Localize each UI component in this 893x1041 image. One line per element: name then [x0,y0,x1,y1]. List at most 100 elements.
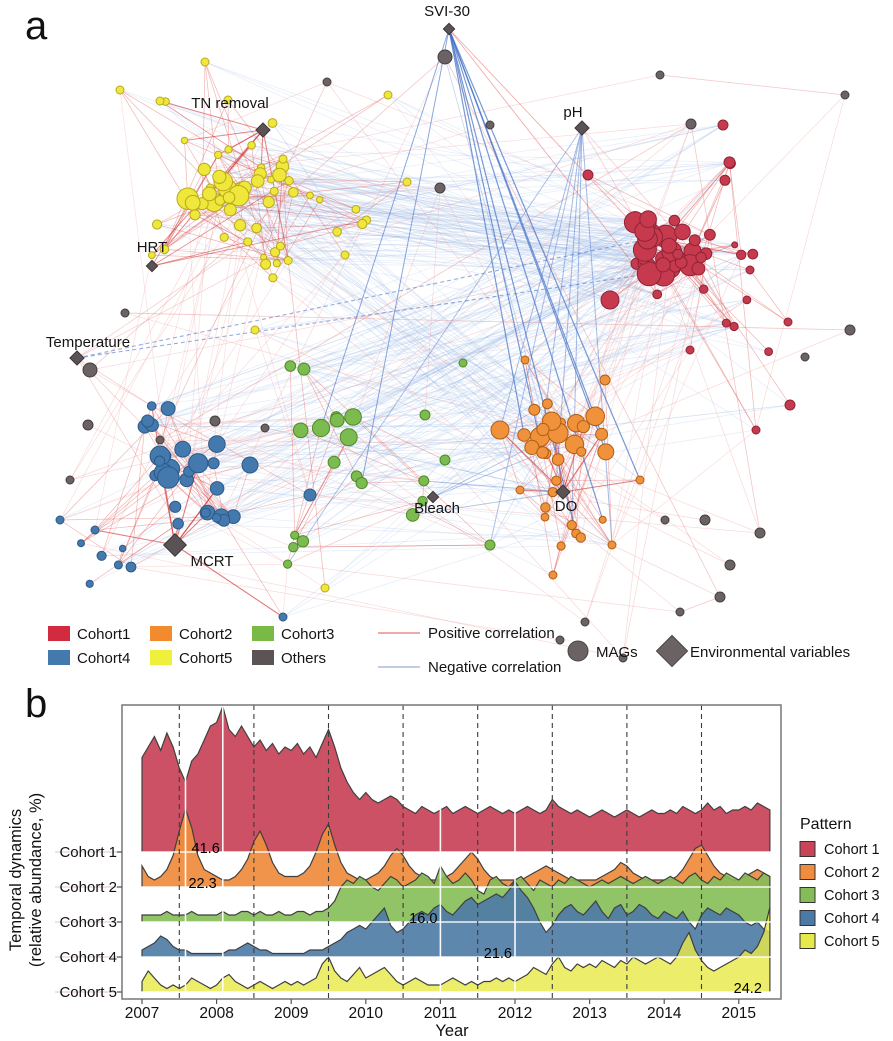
env-correlation-edge [174,463,199,546]
mag-node [340,250,350,260]
network-edge [175,506,288,565]
network-edge [119,89,671,269]
network-edge [337,231,691,266]
network-edge [232,464,251,517]
mag-node [540,512,550,522]
cluster-cohort1-nodes [582,119,796,435]
network-edge [144,425,553,427]
mag-node [329,412,345,428]
network-edge [412,250,693,516]
network-edge [272,122,521,491]
cluster-cohort5-nodes [115,57,412,593]
env-correlation-edge [581,127,636,220]
mag-node [555,635,565,645]
network-edge [729,162,742,255]
mag-node [174,440,192,458]
network-edge [261,167,707,255]
mag-node [297,362,311,376]
network-edge [151,416,337,426]
x-tick-label: 2009 [274,1005,308,1022]
mag-node [458,358,468,368]
mag-node [152,219,163,230]
network-edge [217,154,242,189]
network-edge [213,202,655,239]
mag-node [275,241,285,251]
legend-item-cohort3: Cohort3 [252,626,334,643]
network-edge [303,263,644,370]
env-correlation-edge [581,127,613,546]
network-edge [147,322,727,422]
network-edge [227,99,229,150]
mag-node [223,203,237,217]
network-edge [489,237,654,546]
network-edge [228,149,611,301]
network-edge [251,144,664,266]
mag-node [661,237,677,254]
network-edge [147,420,218,445]
network-edge [228,149,613,546]
network-edge [611,258,664,546]
network-edge [230,209,675,221]
network-edge [303,368,337,418]
mag-node [844,324,856,336]
network-edge [118,471,190,566]
network-edge [213,174,280,464]
network-edge [574,329,851,445]
network-edge [288,180,357,210]
network-edge [184,140,311,196]
mag-node [278,154,288,164]
mag-node [636,261,662,287]
mag-node [357,218,368,230]
network-edge [387,94,649,220]
network-edge [151,231,645,407]
mag-node [211,513,222,523]
network-edge [272,199,321,278]
network-edge [160,322,727,457]
network-edge [280,245,731,566]
network-edge [216,221,647,519]
mag-node [113,560,123,570]
network-edge [151,322,727,407]
mag-node [597,443,615,461]
network-edge [151,231,683,256]
mag-node [355,477,368,490]
network-edge [324,434,525,589]
mags-legend-label: MAGs [596,644,638,661]
mag-node [595,427,609,441]
mag-node [209,415,221,427]
mag-node [200,507,211,518]
network-edge [89,523,179,585]
network-edge [221,461,335,517]
network-edge [293,191,645,251]
env-variables-legend-label: Environmental variables [690,644,850,661]
network-edge [333,299,748,463]
network-edge [584,268,699,623]
network-edge [333,461,554,576]
network-edge [165,455,521,491]
pattern-legend-title: Pattern [800,816,852,833]
mag-node [250,325,260,335]
y-axis-title-line2: (relative abundance, %) [27,793,45,967]
network-edge [101,426,146,556]
mag-node [208,435,226,453]
legend-label: Others [281,650,326,667]
network-edge [69,419,338,481]
network-edge [194,214,553,427]
network-edge [275,251,769,352]
network-edge [356,475,491,546]
network-edge [184,99,229,199]
network-edge [230,209,636,220]
mag-node [272,259,281,268]
network-edge [254,329,577,424]
network-edge [634,222,757,431]
network-edge [194,214,248,243]
mag-node [224,145,233,154]
mag-node [260,423,270,433]
network-edge [157,224,289,261]
x-tick-label: 2015 [722,1005,756,1022]
network-edge [119,89,169,478]
network-edge [263,256,650,275]
mag-node [439,454,451,466]
network-edge [256,227,658,295]
network-edge [611,429,757,546]
